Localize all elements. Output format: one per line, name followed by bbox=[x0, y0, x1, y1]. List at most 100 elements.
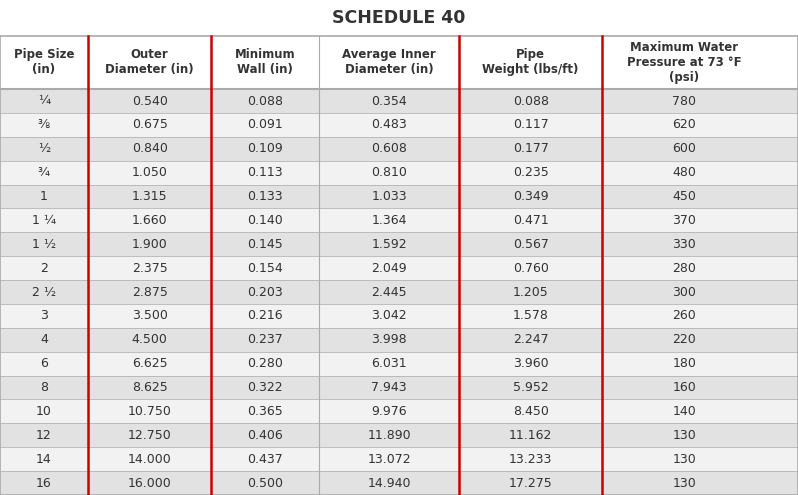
Text: 0.154: 0.154 bbox=[247, 262, 283, 275]
Text: 0.322: 0.322 bbox=[247, 381, 283, 394]
Bar bbox=[0, 256, 798, 280]
Bar bbox=[0, 113, 798, 137]
Text: 0.349: 0.349 bbox=[513, 190, 548, 203]
Text: 480: 480 bbox=[673, 166, 696, 179]
Text: 6: 6 bbox=[40, 357, 48, 370]
Text: 10.750: 10.750 bbox=[128, 405, 172, 418]
Text: 2 ½: 2 ½ bbox=[32, 286, 56, 298]
Text: 160: 160 bbox=[673, 381, 696, 394]
Text: 12.750: 12.750 bbox=[128, 429, 172, 442]
Text: 780: 780 bbox=[672, 95, 697, 107]
Text: 0.113: 0.113 bbox=[247, 166, 283, 179]
Text: 1.578: 1.578 bbox=[513, 309, 548, 322]
Bar bbox=[0, 161, 798, 185]
Text: 0.088: 0.088 bbox=[512, 95, 549, 107]
Text: 8.450: 8.450 bbox=[513, 405, 548, 418]
Bar bbox=[0, 399, 798, 423]
Text: 3.998: 3.998 bbox=[371, 333, 407, 346]
Text: 2.049: 2.049 bbox=[371, 262, 407, 275]
Text: Pipe
Weight (lbs/ft): Pipe Weight (lbs/ft) bbox=[483, 49, 579, 76]
Text: 330: 330 bbox=[673, 238, 696, 251]
Text: 1.364: 1.364 bbox=[371, 214, 407, 227]
Text: 0.109: 0.109 bbox=[247, 142, 283, 155]
Text: ⅜: ⅜ bbox=[38, 118, 50, 131]
Text: 0.483: 0.483 bbox=[371, 118, 407, 131]
Bar bbox=[0, 471, 798, 495]
Text: 6.031: 6.031 bbox=[371, 357, 407, 370]
Text: 1.050: 1.050 bbox=[132, 166, 168, 179]
Text: 14.000: 14.000 bbox=[128, 453, 172, 466]
Text: 5.952: 5.952 bbox=[513, 381, 548, 394]
Text: 3.042: 3.042 bbox=[371, 309, 407, 322]
Text: 11.162: 11.162 bbox=[509, 429, 552, 442]
Text: 1.592: 1.592 bbox=[371, 238, 407, 251]
Text: 1 ¼: 1 ¼ bbox=[32, 214, 56, 227]
Text: 600: 600 bbox=[673, 142, 696, 155]
Text: 8: 8 bbox=[40, 381, 48, 394]
Text: 3.960: 3.960 bbox=[513, 357, 548, 370]
Text: 1.205: 1.205 bbox=[513, 286, 548, 298]
Text: 130: 130 bbox=[673, 477, 696, 490]
Text: 2: 2 bbox=[40, 262, 48, 275]
Text: 0.117: 0.117 bbox=[513, 118, 548, 131]
Text: 620: 620 bbox=[673, 118, 696, 131]
Text: Minimum
Wall (in): Minimum Wall (in) bbox=[235, 49, 295, 76]
Text: 1.900: 1.900 bbox=[132, 238, 168, 251]
Bar bbox=[0, 36, 798, 89]
Bar bbox=[0, 376, 798, 399]
Text: Outer
Diameter (in): Outer Diameter (in) bbox=[105, 49, 194, 76]
Text: 0.203: 0.203 bbox=[247, 286, 283, 298]
Text: 130: 130 bbox=[673, 453, 696, 466]
Text: 0.608: 0.608 bbox=[371, 142, 407, 155]
Text: 2.247: 2.247 bbox=[513, 333, 548, 346]
Bar bbox=[0, 89, 798, 113]
Text: 0.540: 0.540 bbox=[132, 95, 168, 107]
Text: 0.365: 0.365 bbox=[247, 405, 283, 418]
Text: 11.890: 11.890 bbox=[367, 429, 411, 442]
Text: 2.445: 2.445 bbox=[371, 286, 407, 298]
Text: 0.133: 0.133 bbox=[247, 190, 283, 203]
Bar bbox=[0, 185, 798, 208]
Text: ½: ½ bbox=[38, 142, 50, 155]
Text: 0.675: 0.675 bbox=[132, 118, 168, 131]
Text: Pipe Size
(in): Pipe Size (in) bbox=[14, 49, 74, 76]
Text: 0.840: 0.840 bbox=[132, 142, 168, 155]
Text: 0.406: 0.406 bbox=[247, 429, 283, 442]
Text: 1.315: 1.315 bbox=[132, 190, 168, 203]
Text: 2.875: 2.875 bbox=[132, 286, 168, 298]
Bar bbox=[0, 232, 798, 256]
Text: ¾: ¾ bbox=[38, 166, 50, 179]
Text: 0.237: 0.237 bbox=[247, 333, 283, 346]
Text: 12: 12 bbox=[36, 429, 52, 442]
Text: 0.088: 0.088 bbox=[247, 95, 283, 107]
Text: 0.567: 0.567 bbox=[513, 238, 548, 251]
Text: 4: 4 bbox=[40, 333, 48, 346]
Text: 260: 260 bbox=[673, 309, 696, 322]
Text: 370: 370 bbox=[673, 214, 696, 227]
Bar bbox=[0, 328, 798, 352]
Text: 1.033: 1.033 bbox=[371, 190, 407, 203]
Text: 16: 16 bbox=[36, 477, 52, 490]
Text: 0.471: 0.471 bbox=[513, 214, 548, 227]
Text: 6.625: 6.625 bbox=[132, 357, 168, 370]
Text: 0.437: 0.437 bbox=[247, 453, 283, 466]
Text: 3.500: 3.500 bbox=[132, 309, 168, 322]
Text: Maximum Water
Pressure at 73 °F
(psi): Maximum Water Pressure at 73 °F (psi) bbox=[627, 41, 741, 84]
Bar bbox=[0, 208, 798, 232]
Text: 0.280: 0.280 bbox=[247, 357, 283, 370]
Text: 0.760: 0.760 bbox=[513, 262, 548, 275]
Bar bbox=[0, 447, 798, 471]
Text: 280: 280 bbox=[673, 262, 696, 275]
Text: 13.072: 13.072 bbox=[367, 453, 411, 466]
Text: 0.091: 0.091 bbox=[247, 118, 283, 131]
Text: 14: 14 bbox=[36, 453, 52, 466]
Text: 130: 130 bbox=[673, 429, 696, 442]
Text: ¼: ¼ bbox=[38, 95, 50, 107]
Text: 10: 10 bbox=[36, 405, 52, 418]
Text: 17.275: 17.275 bbox=[509, 477, 552, 490]
Text: 0.810: 0.810 bbox=[371, 166, 407, 179]
Text: 16.000: 16.000 bbox=[128, 477, 172, 490]
Text: 1: 1 bbox=[40, 190, 48, 203]
Text: 300: 300 bbox=[673, 286, 696, 298]
Text: 13.233: 13.233 bbox=[509, 453, 552, 466]
